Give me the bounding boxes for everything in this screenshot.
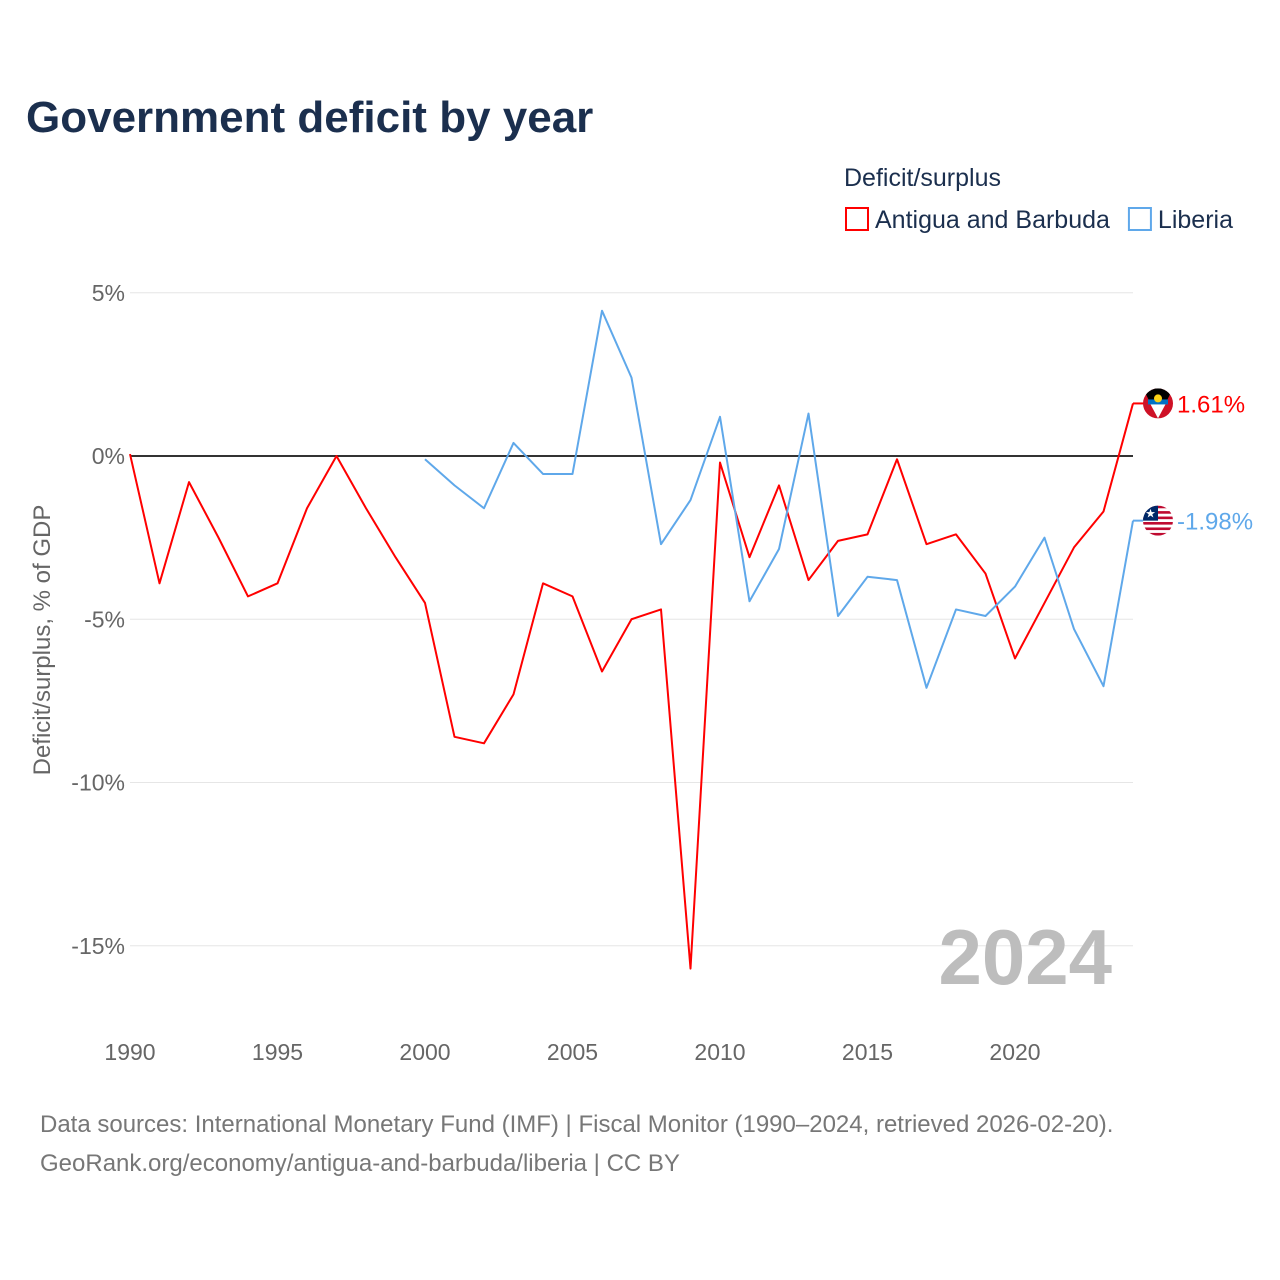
end-value-label: -1.98%	[1177, 509, 1253, 536]
y-ticks: 5% 0% -5% -10% -15%	[71, 280, 125, 959]
legend-title: Deficit/surplus	[844, 164, 1001, 192]
legend-item: Antigua and Barbuda	[845, 206, 1110, 234]
antigua-and-barbuda-flag-icon	[1143, 388, 1173, 419]
legend-item: Liberia	[1127, 206, 1233, 234]
x-tick-label: 2010	[694, 1039, 745, 1065]
svg-text:★: ★	[1145, 507, 1156, 521]
y-tick-label: 0%	[92, 443, 125, 469]
x-tick-label: 2020	[989, 1039, 1040, 1065]
legend-label: Liberia	[1158, 206, 1233, 234]
y-tick-label: -5%	[84, 606, 125, 632]
source-text: Data sources: International Monetary Fun…	[40, 1111, 1113, 1138]
legend-label: Antigua and Barbuda	[875, 206, 1110, 234]
credit-link[interactable]: GeoRank.org/economy/antigua-and-barbuda/…	[40, 1150, 680, 1177]
chart-title: Government deficit by year	[26, 93, 593, 142]
liberia-flag-icon: ★	[1143, 505, 1173, 536]
series-antigua-and-barbuda: 1.61%	[129, 388, 1245, 970]
legend-swatch	[845, 207, 869, 231]
legend-swatch	[1127, 207, 1152, 231]
y-tick-label: 5%	[92, 280, 125, 306]
x-tick-label: 1995	[252, 1039, 303, 1065]
year-watermark: 2024	[938, 913, 1112, 1001]
y-tick-label: -15%	[71, 933, 125, 959]
x-ticks: 1990 1995 2000 2005 2010 2015 2020	[104, 1039, 1040, 1065]
x-tick-label: 1990	[104, 1039, 155, 1065]
legend: Antigua and Barbuda Liberia	[845, 206, 1233, 234]
y-axis-label: Deficit/surplus, % of GDP	[29, 505, 56, 776]
x-tick-label: 2000	[399, 1039, 450, 1065]
series: 1.61% ★ -1.98%	[129, 309, 1253, 970]
y-tick-label: -10%	[71, 770, 125, 796]
series-liberia: ★ -1.98%	[424, 309, 1253, 689]
series-line	[129, 403, 1134, 970]
end-value-label: 1.61%	[1177, 391, 1245, 418]
x-tick-label: 2015	[842, 1039, 893, 1065]
x-tick-label: 2005	[547, 1039, 598, 1065]
